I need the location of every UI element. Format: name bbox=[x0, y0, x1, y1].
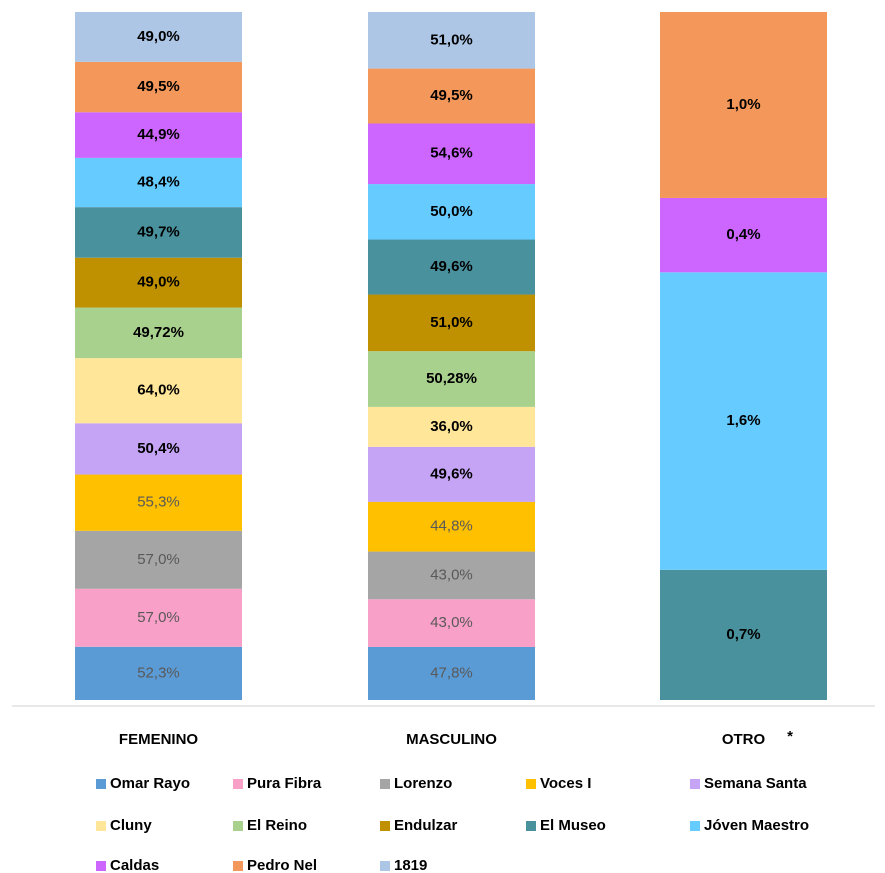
data-label: 50,0% bbox=[430, 203, 473, 220]
legend-swatch bbox=[96, 861, 106, 871]
data-label: 49,5% bbox=[137, 78, 180, 95]
legend-label: El Reino bbox=[247, 817, 307, 834]
bar-segment bbox=[368, 351, 535, 407]
bar-segment bbox=[368, 294, 535, 352]
data-label: 0,7% bbox=[726, 626, 760, 643]
data-label: 54,6% bbox=[430, 145, 473, 162]
data-label: 52,3% bbox=[137, 664, 180, 681]
bar-segment bbox=[75, 358, 242, 424]
data-label: 48,4% bbox=[137, 173, 180, 190]
bar-segment bbox=[368, 12, 535, 69]
legend-label: Pedro Nel bbox=[247, 857, 317, 873]
annotation: * bbox=[787, 728, 793, 745]
data-label: 49,0% bbox=[137, 274, 180, 291]
data-label: 44,9% bbox=[137, 126, 180, 143]
legend-label: Lorenzo bbox=[394, 775, 452, 792]
legend-swatch bbox=[380, 861, 390, 871]
legend-label: El Museo bbox=[540, 817, 606, 834]
bar-segment bbox=[368, 501, 535, 552]
legend-label: Cluny bbox=[110, 817, 152, 834]
legend-label: Semana Santa bbox=[704, 775, 807, 792]
bar-segment bbox=[75, 112, 242, 158]
bar-segment bbox=[368, 239, 535, 295]
bar-segment bbox=[368, 406, 535, 447]
bar-segment bbox=[75, 61, 242, 113]
data-label: 43,0% bbox=[430, 566, 473, 583]
data-label: 55,3% bbox=[137, 494, 180, 511]
data-label: 0,4% bbox=[726, 226, 760, 243]
bar-segment bbox=[368, 123, 535, 185]
bar-segment bbox=[368, 446, 535, 502]
legend-swatch bbox=[380, 821, 390, 831]
data-label: 57,0% bbox=[137, 551, 180, 568]
bar-segment bbox=[75, 12, 242, 62]
bar-segment bbox=[368, 68, 535, 124]
legend-label: Caldas bbox=[110, 857, 159, 873]
legend-label: Voces I bbox=[540, 775, 591, 792]
bar-segment bbox=[660, 12, 827, 198]
legend-label: Endulzar bbox=[394, 817, 458, 834]
data-label: 50,28% bbox=[426, 370, 477, 387]
legend-swatch bbox=[96, 821, 106, 831]
data-label: 47,8% bbox=[430, 664, 473, 681]
bar-segment bbox=[75, 423, 242, 475]
legend-label: Pura Fibra bbox=[247, 775, 322, 792]
bar-segment bbox=[75, 257, 242, 308]
bar-segment bbox=[75, 530, 242, 589]
data-label: 1,6% bbox=[726, 412, 760, 429]
data-label: 51,0% bbox=[430, 31, 473, 48]
legend-swatch bbox=[96, 779, 106, 789]
legend-swatch bbox=[380, 779, 390, 789]
legend-swatch bbox=[526, 779, 536, 789]
legend-swatch bbox=[233, 861, 243, 871]
data-label: 49,0% bbox=[137, 28, 180, 45]
bar-segment bbox=[660, 272, 827, 570]
legend-swatch bbox=[233, 821, 243, 831]
legend-swatch bbox=[526, 821, 536, 831]
legend-swatch bbox=[233, 779, 243, 789]
data-label: 51,0% bbox=[430, 314, 473, 331]
bar-segment bbox=[75, 307, 242, 359]
x-tick-label: OTRO bbox=[722, 731, 766, 748]
bar-segment bbox=[368, 646, 535, 700]
data-label: 64,0% bbox=[137, 382, 180, 399]
data-label: 49,5% bbox=[430, 87, 473, 104]
bar-segment bbox=[75, 207, 242, 258]
bar-segment bbox=[660, 197, 827, 273]
bar-segment bbox=[368, 551, 535, 600]
data-label: 1,0% bbox=[726, 96, 760, 113]
legend-label: 1819 bbox=[394, 857, 427, 873]
data-label: 49,6% bbox=[430, 465, 473, 482]
data-label: 43,0% bbox=[430, 614, 473, 631]
x-tick-label: MASCULINO bbox=[406, 731, 497, 748]
data-label: 36,0% bbox=[430, 418, 473, 435]
data-label: 49,6% bbox=[430, 258, 473, 275]
legend-swatch bbox=[690, 821, 700, 831]
legend-label: Jóven Maestro bbox=[704, 817, 809, 834]
data-label: 57,0% bbox=[137, 609, 180, 626]
bar-segment bbox=[75, 157, 242, 208]
data-label: 50,4% bbox=[137, 440, 180, 457]
bar-segment bbox=[75, 588, 242, 647]
bar-segment bbox=[75, 474, 242, 531]
bar-segment bbox=[75, 646, 242, 700]
data-label: 49,72% bbox=[133, 324, 184, 341]
bar-segment bbox=[368, 599, 535, 647]
data-label: 49,7% bbox=[137, 223, 180, 240]
bar-segment bbox=[660, 569, 827, 700]
bar-segment bbox=[368, 184, 535, 240]
legend-swatch bbox=[690, 779, 700, 789]
data-label: 44,8% bbox=[430, 518, 473, 535]
legend-label: Omar Rayo bbox=[110, 775, 190, 792]
x-tick-label: FEMENINO bbox=[119, 731, 199, 748]
